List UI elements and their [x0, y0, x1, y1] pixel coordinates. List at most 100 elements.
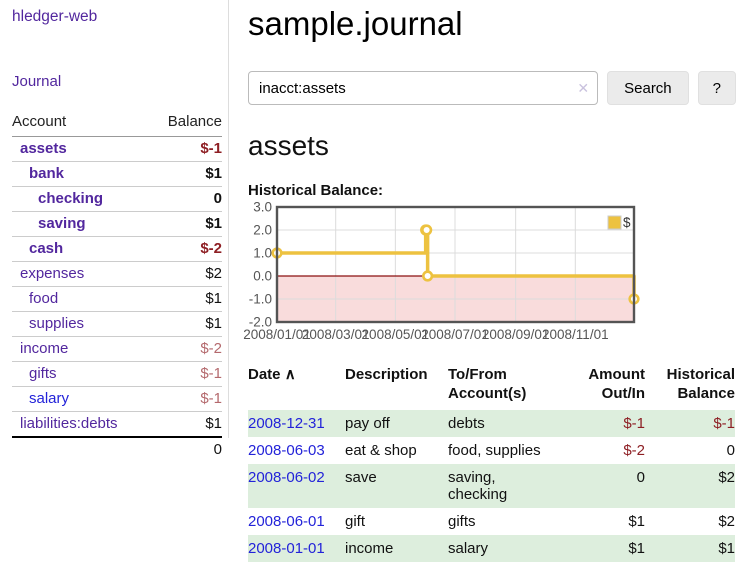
help-button[interactable]: ?: [697, 71, 736, 105]
sidebar-account-link[interactable]: salary: [29, 390, 70, 407]
app-title-link[interactable]: hledger-web: [12, 8, 98, 25]
svg-text:2008/03/01: 2008/03/01: [302, 327, 370, 342]
page-title: sample.journal: [248, 5, 463, 42]
journal-link[interactable]: Journal: [12, 73, 62, 90]
account-balance: $1: [150, 411, 222, 438]
transaction-balance: 0: [726, 442, 735, 459]
account-balance: $-1: [150, 136, 222, 162]
account-row: gifts $-1: [12, 361, 222, 387]
data-point: [422, 270, 434, 282]
account-balance: $-1: [150, 361, 222, 387]
account-balance: $1: [150, 286, 222, 312]
account-row: food $1: [12, 286, 222, 312]
sidebar-account-link[interactable]: cash: [29, 240, 64, 257]
historical-balance-chart: $3.0 2.0 1.0 0.0 -1.0 -2.0 2008/01/01 2008/03/0…: [243, 200, 736, 345]
transaction-row: 2008-06-01 gift gifts $1 $2: [248, 508, 735, 535]
search-form: ✕ Search ?: [248, 71, 736, 105]
sidebar-account-link[interactable]: expenses: [20, 265, 85, 282]
transaction-amount: $-2: [623, 442, 645, 459]
transaction-accounts: debts: [448, 415, 485, 432]
account-heading: assets: [248, 130, 329, 161]
sidebar-divider: [228, 0, 229, 438]
transaction-balance: $1: [718, 540, 735, 557]
sidebar-account-link[interactable]: food: [29, 290, 59, 307]
sort-asc-icon: ∧: [284, 366, 296, 383]
sidebar-account-link[interactable]: bank: [29, 165, 65, 182]
svg-text:-2.0: -2.0: [249, 315, 272, 330]
account-balance: 0: [150, 186, 222, 212]
transaction-row: 2008-06-03 eat & shop food, supplies $-2 0: [248, 437, 735, 464]
legend-label: $: [623, 215, 631, 230]
svg-text:3.0: 3.0: [253, 200, 272, 215]
search-button[interactable]: Search: [607, 71, 689, 105]
account-balance: $1: [150, 161, 222, 187]
accounts-header-balance: Balance: [150, 111, 222, 137]
transaction-description: eat & shop: [345, 442, 417, 459]
svg-text:-1.0: -1.0: [249, 292, 272, 307]
svg-text:1.0: 1.0: [253, 246, 272, 261]
transaction-accounts: salary: [448, 540, 489, 557]
account-row: liabilities:debts $1: [12, 411, 222, 438]
transaction-row: 2008-06-02 save saving, checking 0 $2: [248, 464, 735, 508]
search-input-wrap: ✕: [248, 71, 599, 105]
account-row: income $-2: [12, 336, 222, 362]
sidebar: hledger-web Journal Account Balance asse…: [12, 8, 222, 462]
svg-text:2008/09/01: 2008/09/01: [482, 327, 550, 342]
data-point: [421, 224, 433, 236]
transaction-description: gift: [345, 513, 366, 530]
account-row: assets $-1: [12, 136, 222, 162]
transaction-accounts: saving, checking: [448, 469, 508, 503]
accounts-table: Account Balance assets $-1 bank $1 checking 0…: [12, 111, 222, 462]
transaction-description: pay off: [345, 415, 390, 432]
register-header-description: Description: [345, 366, 428, 383]
main-content: sample.journal ✕ Search ? assets Histori…: [243, 0, 736, 562]
account-balance: $-1: [150, 386, 222, 412]
svg-text:2.0: 2.0: [253, 223, 272, 238]
clear-search-icon[interactable]: ✕: [577, 80, 590, 96]
transaction-amount: $1: [628, 540, 645, 557]
transaction-description: save: [345, 469, 377, 486]
account-row: saving $1: [12, 211, 222, 237]
transaction-amount: 0: [636, 469, 645, 486]
accounts-total-row: 0: [12, 436, 222, 462]
transaction-balance: $2: [718, 513, 735, 530]
transaction-date-link[interactable]: 2008-01-01: [248, 540, 325, 557]
account-row: supplies $1: [12, 311, 222, 337]
account-balance: $1: [150, 211, 222, 237]
svg-text:2008/01/01: 2008/01/01: [243, 327, 311, 342]
account-balance: $-2: [150, 336, 222, 362]
legend-swatch: [607, 215, 622, 230]
sidebar-account-link[interactable]: checking: [38, 190, 104, 207]
search-input[interactable]: [248, 71, 599, 105]
transaction-date-link[interactable]: 2008-12-31: [248, 415, 325, 432]
register-header-balance: Historical Balance: [666, 366, 735, 402]
sidebar-account-link[interactable]: gifts: [29, 365, 57, 382]
register-header-amount: Amount Out/In: [588, 366, 645, 402]
account-balance: $1: [150, 311, 222, 337]
sidebar-account-link[interactable]: assets: [20, 140, 67, 157]
account-row: cash $-2: [12, 236, 222, 262]
sidebar-account-link[interactable]: supplies: [29, 315, 85, 332]
sidebar-account-link[interactable]: saving: [38, 215, 86, 232]
account-row: checking 0: [12, 186, 222, 212]
account-balance: $2: [150, 261, 222, 287]
transaction-balance: $-1: [713, 415, 735, 432]
accounts-total-value: 0: [150, 436, 222, 462]
chart-label: Historical Balance:: [248, 182, 384, 199]
transaction-date-link[interactable]: 2008-06-02: [248, 469, 325, 486]
sidebar-account-link[interactable]: income: [20, 340, 69, 357]
transaction-date-link[interactable]: 2008-06-03: [248, 442, 325, 459]
transaction-accounts: food, supplies: [448, 442, 541, 459]
svg-text:0.0: 0.0: [253, 269, 272, 284]
account-row: bank $1: [12, 161, 222, 187]
svg-text:2008/05/01: 2008/05/01: [362, 327, 430, 342]
sidebar-account-link[interactable]: liabilities:debts: [20, 415, 118, 432]
transaction-date-link[interactable]: 2008-06-01: [248, 513, 325, 530]
plot-border: [275, 205, 636, 324]
svg-text:2008/11/01: 2008/11/01: [542, 327, 609, 342]
account-row: salary $-1: [12, 386, 222, 412]
register-header-account: To/From Account(s): [448, 366, 527, 402]
accounts-header-account: Account: [12, 111, 151, 137]
transaction-accounts: gifts: [448, 513, 476, 530]
register-header-date[interactable]: Date ∧: [248, 366, 296, 383]
